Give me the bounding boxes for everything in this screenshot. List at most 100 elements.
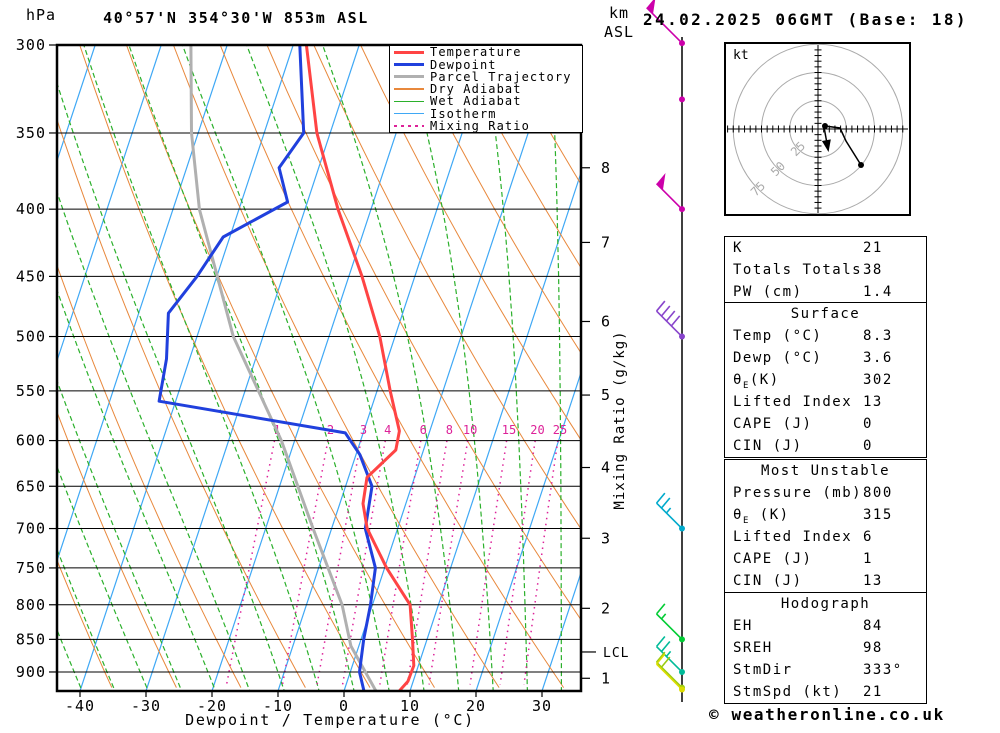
mixing-ratio-line xyxy=(499,440,536,685)
temperature-axis-title: Dewpoint / Temperature (°C) xyxy=(185,711,475,729)
stats-table: Hodograph EH 84 SREH 98 StmDir 333° StmSpd (kt)… xyxy=(724,592,927,704)
dry-adiabat-line xyxy=(57,558,113,688)
table-row-value: 38 xyxy=(863,262,883,278)
pressure-tick-label: 750 xyxy=(16,559,46,577)
mixing-ratio-line xyxy=(281,440,329,685)
temp-tick-label: 20 xyxy=(466,697,486,715)
altitude-unit-km: km xyxy=(608,4,630,22)
table-row-value: 21 xyxy=(863,684,883,700)
table-row: Totals Totals 38 xyxy=(725,259,926,281)
wet-adiabat-line xyxy=(57,628,83,691)
wind-barb xyxy=(655,492,685,532)
mixing-axis-label: Mixing Ratio (g/kg) xyxy=(612,330,628,509)
mixing-ratio-line xyxy=(341,440,387,685)
isotherm-line xyxy=(57,45,228,563)
table-row-label: CIN (J) xyxy=(733,438,803,454)
pressure-tick-label: 700 xyxy=(16,520,46,538)
isotherm-line xyxy=(57,45,96,163)
table-row-value: 84 xyxy=(863,618,883,634)
parcel-trajectory-curve xyxy=(189,45,378,691)
table-row-label: CIN (J) xyxy=(733,573,803,589)
dry-adiabat-line xyxy=(360,45,581,441)
wind-barb xyxy=(655,172,685,213)
mixing-ratio-label: 6 xyxy=(420,423,427,437)
dry-adiabat-line xyxy=(266,45,581,621)
hodograph-trace xyxy=(824,125,862,166)
table-row: Lifted Index 6 xyxy=(725,526,926,548)
wet-adiabat-line xyxy=(322,45,460,691)
pressure-tick-label: 550 xyxy=(16,382,46,400)
table-row-label: θE(K) xyxy=(733,372,780,391)
isotherm-line xyxy=(57,45,162,363)
table-row-label: PW (cm) xyxy=(733,284,803,300)
legend-label: Mixing Ratio xyxy=(430,118,530,133)
wet-adiabat-line xyxy=(57,190,251,691)
table-row-label: SREH xyxy=(733,640,773,656)
pressure-tick-label: 350 xyxy=(16,124,46,142)
pressure-tick-label: 300 xyxy=(16,36,46,54)
legend-label: Dry Adiabat xyxy=(430,82,522,96)
legend-swatch xyxy=(394,112,424,115)
mixing-ratio-label: 10 xyxy=(463,423,477,437)
legend-item: Dry Adiabat xyxy=(390,83,582,95)
legend: Temperature Dewpoint Parcel Trajectory Dry … xyxy=(389,45,583,133)
table-row-label: Temp (°C) xyxy=(733,328,823,344)
mixing-ratio-label: 25 xyxy=(553,423,567,437)
table-row-value: 13 xyxy=(863,394,883,410)
km-tick-label: 6 xyxy=(601,312,610,330)
temp-tick-label: 0 xyxy=(339,697,349,715)
table-row: PW (cm) 1.4 xyxy=(725,281,926,303)
table-row-label: Lifted Index xyxy=(733,529,853,545)
mixing-ratio-line xyxy=(428,440,469,685)
km-tick-label: 1 xyxy=(601,669,610,687)
table-row-label: CAPE (J) xyxy=(733,416,813,432)
temperature-curve xyxy=(304,45,416,691)
stats-table: Most Unstable Pressure (mb) 800 θE (K) 315 Li… xyxy=(724,459,927,593)
temp-tick-label: -40 xyxy=(65,697,95,715)
wind-barb xyxy=(655,603,685,643)
km-tick-label: 4 xyxy=(601,459,610,477)
table-row-label: Lifted Index xyxy=(733,394,853,410)
table-title: Most Unstable xyxy=(760,463,891,479)
table-row: Pressure (mb) 800 xyxy=(725,482,926,504)
mixing-ratio-label: 8 xyxy=(446,423,453,437)
legend-item: Temperature xyxy=(390,46,582,58)
table-row: StmDir 333° xyxy=(725,659,926,681)
legend-item: Parcel Trajectory xyxy=(390,71,582,83)
table-row-label: CAPE (J) xyxy=(733,551,813,567)
altitude-axis-unit: km ASL xyxy=(592,4,646,42)
pressure-tick-label: 900 xyxy=(16,663,46,681)
sounding-curves xyxy=(157,45,416,691)
table-row-label: Pressure (mb) xyxy=(733,485,863,501)
table-title: Hodograph xyxy=(780,596,871,612)
mixing-ratio-label: 4 xyxy=(384,423,391,437)
table-row-label: EH xyxy=(733,618,753,634)
km-tick-label: 3 xyxy=(601,529,610,547)
isotherm-line xyxy=(409,170,581,691)
km-tick-label: 2 xyxy=(601,599,610,617)
table-row-value: 1.4 xyxy=(863,284,893,300)
dry-adiabat-line xyxy=(57,263,242,688)
table-row: StmSpd (kt) 21 xyxy=(725,681,926,703)
pressure-axis-unit: hPa xyxy=(26,6,57,24)
wind-barb xyxy=(655,300,685,340)
table-row-value: 1 xyxy=(863,551,873,567)
plot-border xyxy=(55,43,583,693)
dewpoint-curve xyxy=(157,45,377,691)
wet-adiabat-line xyxy=(404,45,494,691)
table-row-label: Totals Totals xyxy=(733,262,863,278)
table-row: θE(K) 302 xyxy=(725,369,926,391)
wind-barb xyxy=(646,0,685,47)
wet-adiabat-line xyxy=(57,547,116,691)
table-row: Dewp (°C) 3.6 xyxy=(725,347,926,369)
copyright: © weatheronline.co.uk xyxy=(709,705,945,724)
hodograph-ring-label: 25 xyxy=(788,139,808,159)
table-row-value: 6 xyxy=(863,529,873,545)
legend-item: Dewpoint xyxy=(390,59,582,71)
wet-adiabat-line xyxy=(57,81,285,691)
mixing-ratio-line xyxy=(379,440,422,685)
mixing-ratio-line xyxy=(316,440,362,685)
legend-item: Wet Adiabat xyxy=(390,95,582,107)
